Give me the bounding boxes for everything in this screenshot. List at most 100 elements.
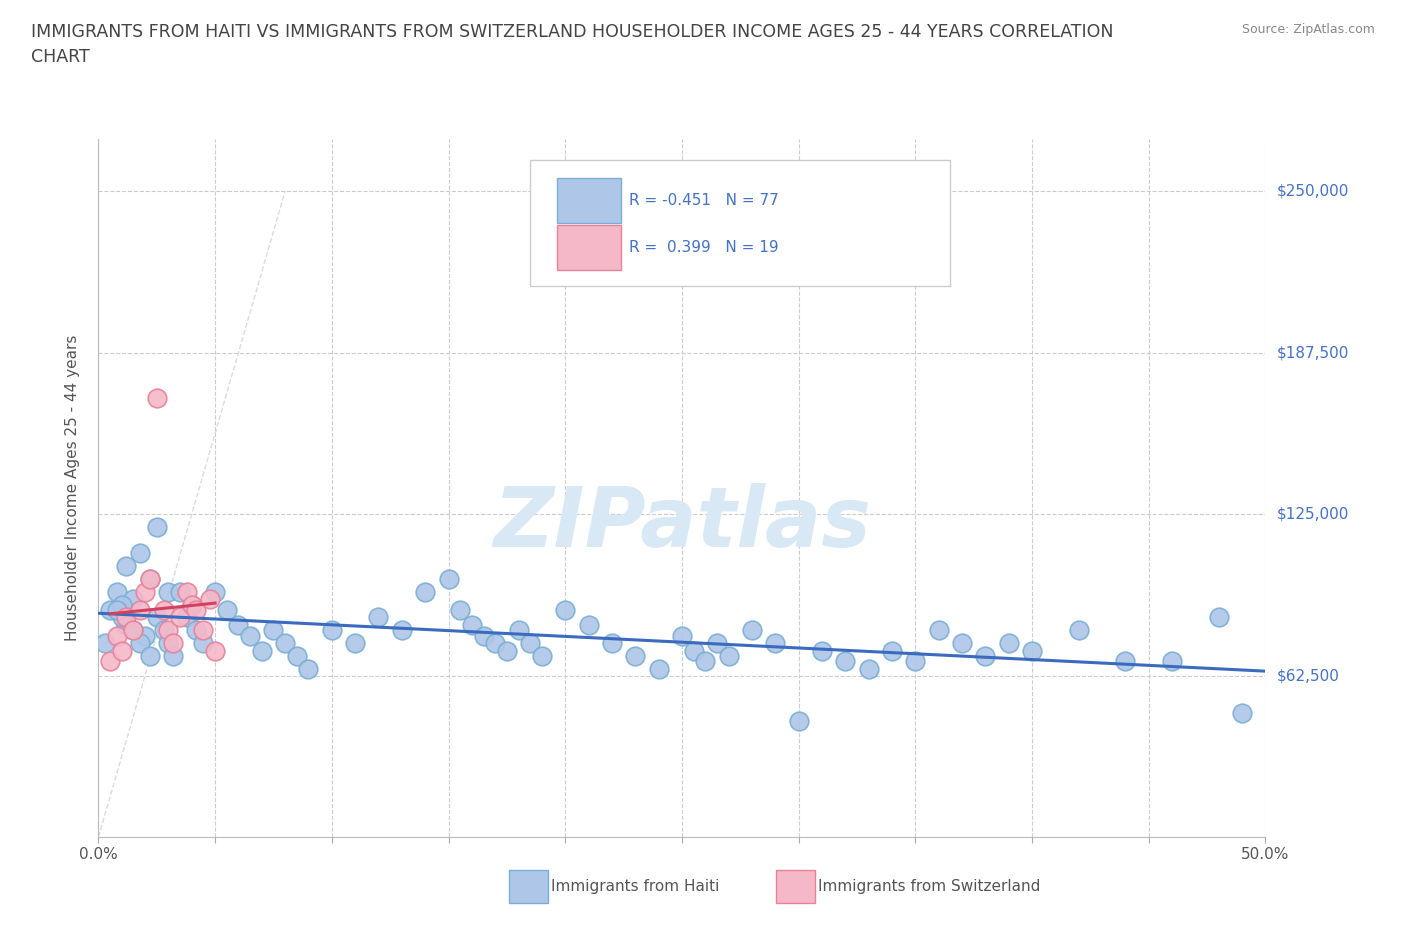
Point [105, 603, 128, 618]
Text: R =  0.399   N = 19: R = 0.399 N = 19 [630, 240, 779, 255]
Point [134, 628, 156, 643]
Point [139, 571, 162, 586]
Point [204, 584, 226, 599]
Point [461, 618, 484, 632]
Point [530, 649, 553, 664]
Point [1021, 644, 1043, 658]
Point [146, 610, 169, 625]
Point [880, 644, 903, 658]
Text: R = -0.451   N = 77: R = -0.451 N = 77 [630, 193, 779, 207]
Point [811, 644, 834, 658]
Text: IMMIGRANTS FROM HAITI VS IMMIGRANTS FROM SWITZERLAND HOUSEHOLDER INCOME AGES 25 : IMMIGRANTS FROM HAITI VS IMMIGRANTS FROM… [31, 23, 1114, 41]
Point [162, 636, 184, 651]
Point [472, 628, 495, 643]
Point [250, 644, 273, 658]
Point [115, 618, 138, 632]
Point [274, 636, 297, 651]
Point [129, 636, 152, 651]
Point [180, 597, 202, 612]
Point [1230, 706, 1253, 721]
Point [186, 603, 208, 618]
Point [98, 603, 121, 618]
Point [162, 649, 184, 664]
Point [344, 636, 367, 651]
Point [449, 603, 471, 618]
Point [122, 591, 145, 606]
Text: $125,000: $125,000 [1277, 507, 1348, 522]
Point [239, 628, 262, 643]
Point [111, 610, 134, 625]
Point [193, 623, 215, 638]
Point [321, 623, 343, 638]
Point [682, 644, 704, 658]
FancyBboxPatch shape [530, 161, 950, 286]
Point [111, 644, 134, 658]
Point [122, 623, 145, 638]
Point [111, 597, 134, 612]
Point [152, 623, 174, 638]
Point [671, 628, 693, 643]
Point [204, 644, 226, 658]
Point [176, 610, 198, 625]
Text: Immigrants from Haiti: Immigrants from Haiti [551, 879, 720, 894]
Point [139, 571, 162, 586]
Point [157, 623, 180, 638]
Point [129, 603, 152, 618]
Point [834, 654, 856, 669]
Point [367, 610, 389, 625]
Text: Immigrants from Switzerland: Immigrants from Switzerland [818, 879, 1040, 894]
Point [554, 603, 576, 618]
Point [508, 623, 530, 638]
Point [146, 520, 169, 535]
Point [1114, 654, 1136, 669]
Text: ZIPatlas: ZIPatlas [494, 483, 870, 564]
Point [228, 618, 250, 632]
Point [437, 571, 460, 586]
Point [997, 636, 1019, 651]
Point [600, 636, 623, 651]
Point [262, 623, 284, 638]
Point [193, 636, 215, 651]
Point [763, 636, 786, 651]
Text: CHART: CHART [31, 48, 90, 66]
Point [157, 636, 180, 651]
Text: $250,000: $250,000 [1277, 183, 1348, 199]
Point [706, 636, 728, 651]
Point [146, 391, 169, 405]
Point [139, 649, 162, 664]
Point [1067, 623, 1090, 638]
Point [1208, 610, 1230, 625]
Text: $187,500: $187,500 [1277, 345, 1348, 360]
Point [169, 610, 191, 625]
Point [495, 644, 517, 658]
Point [186, 623, 208, 638]
Point [176, 584, 198, 599]
Point [413, 584, 436, 599]
Point [1161, 654, 1184, 669]
Point [787, 713, 810, 728]
Point [134, 584, 156, 599]
FancyBboxPatch shape [557, 224, 621, 270]
Point [484, 636, 506, 651]
Point [624, 649, 647, 664]
Point [105, 628, 128, 643]
Point [928, 623, 950, 638]
Point [647, 661, 669, 676]
FancyBboxPatch shape [557, 178, 621, 223]
Point [297, 661, 319, 676]
Point [129, 545, 152, 560]
Text: $62,500: $62,500 [1277, 668, 1340, 683]
Y-axis label: Householder Income Ages 25 - 44 years: Householder Income Ages 25 - 44 years [65, 335, 80, 642]
Point [115, 558, 138, 573]
Point [904, 654, 927, 669]
Point [169, 584, 191, 599]
Point [717, 649, 740, 664]
Point [285, 649, 308, 664]
Point [98, 654, 121, 669]
Point [94, 636, 117, 651]
Point [105, 584, 128, 599]
Point [152, 603, 174, 618]
Point [695, 654, 717, 669]
Point [391, 623, 413, 638]
Point [858, 661, 880, 676]
